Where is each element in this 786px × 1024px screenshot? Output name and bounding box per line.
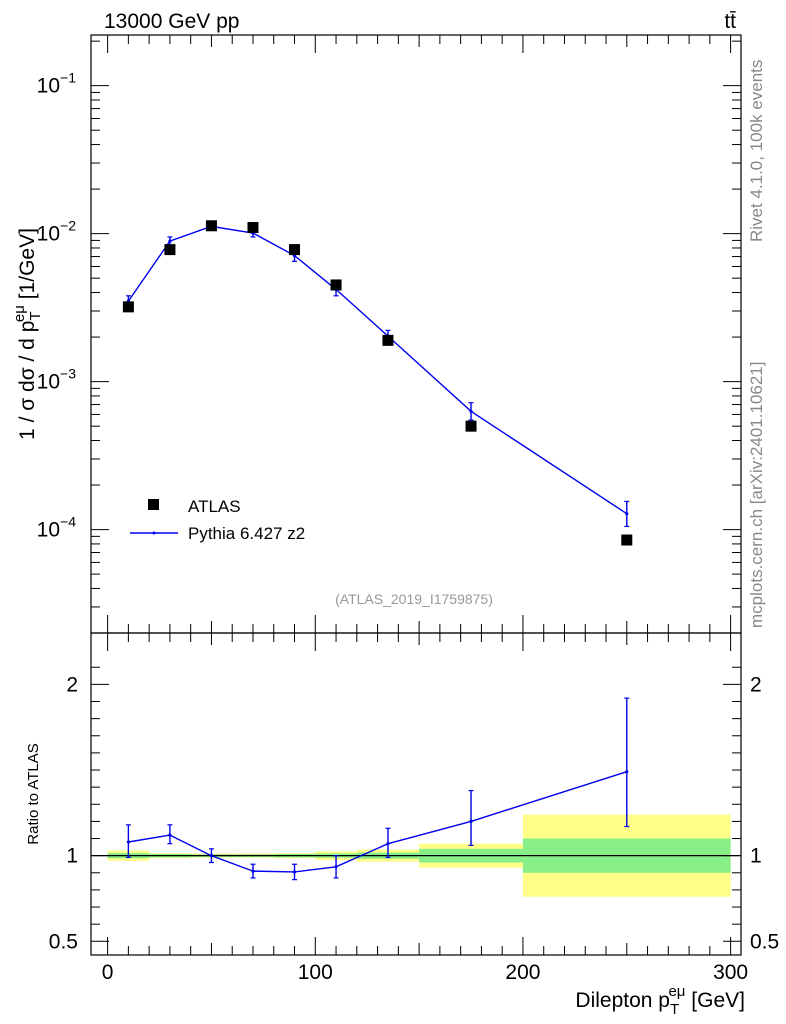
mc-line (127, 225, 628, 515)
ratio-mc-line (128, 771, 628, 873)
ratio-y-tick-label-right: 2 (750, 673, 762, 696)
x-tick-label: 0 (102, 961, 114, 984)
ratio-y-tick-label-left: 0.5 (49, 930, 78, 953)
energy-label: 13000 GeV pp (104, 10, 239, 33)
data-point (247, 222, 259, 234)
ratio-ticks (91, 633, 741, 955)
main-y-tick-label: 10−3 (37, 366, 77, 394)
data-point (164, 244, 176, 256)
ratio-panel: 0.5 0.5 1 1 2 2 0 100 200 300 Ratio to ATLAS Dil… (25, 632, 779, 1018)
ratio-frame (90, 632, 742, 956)
x-tick-label: 300 (713, 961, 748, 984)
data-point (621, 534, 633, 546)
main-ticks (91, 35, 741, 634)
main-y-tick-label: 10−2 (37, 218, 77, 246)
main-panel: 10−1 10−2 10−3 10−4 (ATLAS_2019_I1759875) A… (11, 34, 742, 634)
site-info: mcplots.cern.ch [arXiv:2401.10621] (747, 362, 766, 628)
legend-point-mc (152, 531, 156, 535)
ratio-y-tick-label-right: 0.5 (750, 930, 779, 953)
x-tick-label: 200 (505, 961, 540, 984)
data-point (330, 279, 342, 291)
legend-label-mc: Pythia 6.427 z2 (188, 524, 305, 543)
main-frame (90, 34, 742, 634)
main-y-axis-label: 1 / σ dσ / d pTeμ [1/GeV] (11, 228, 44, 440)
analysis-label: (ATLAS_2019_I1759875) (335, 591, 493, 607)
data-markers (122, 220, 633, 546)
data-point (382, 334, 394, 346)
legend-label-atlas: ATLAS (188, 497, 241, 516)
ratio-y-tick-label-left: 2 (66, 673, 78, 696)
ratio-y-axis-label: Ratio to ATLAS (25, 743, 42, 844)
main-y-tick-labels: 10−1 10−2 10−3 10−4 (37, 70, 77, 542)
main-y-tick-label: 10−4 (37, 514, 77, 542)
data-point (465, 420, 477, 432)
x-axis-label: Dilepton pTeμ [GeV] (575, 983, 745, 1018)
ratio-y-tick-label-left: 1 (66, 845, 78, 868)
x-tick-label: 100 (298, 961, 333, 984)
data-point (122, 301, 134, 313)
process-label: tt̄ (724, 10, 736, 33)
legend: ATLAS Pythia 6.427 z2 (130, 497, 305, 543)
ratio-y-tick-labels: 0.5 0.5 1 1 2 2 (49, 673, 779, 953)
data-point (289, 244, 301, 256)
main-y-tick-label: 10−1 (37, 70, 77, 98)
mc-error-bars (125, 222, 630, 528)
ratio-point (126, 840, 130, 844)
ratio-y-tick-label-right: 1 (750, 845, 762, 868)
legend-marker-atlas (148, 499, 159, 510)
data-point (205, 220, 217, 232)
x-tick-labels: 0 100 200 300 (102, 961, 748, 984)
rivet-info: Rivet 4.1.0, 100k events (747, 60, 766, 242)
